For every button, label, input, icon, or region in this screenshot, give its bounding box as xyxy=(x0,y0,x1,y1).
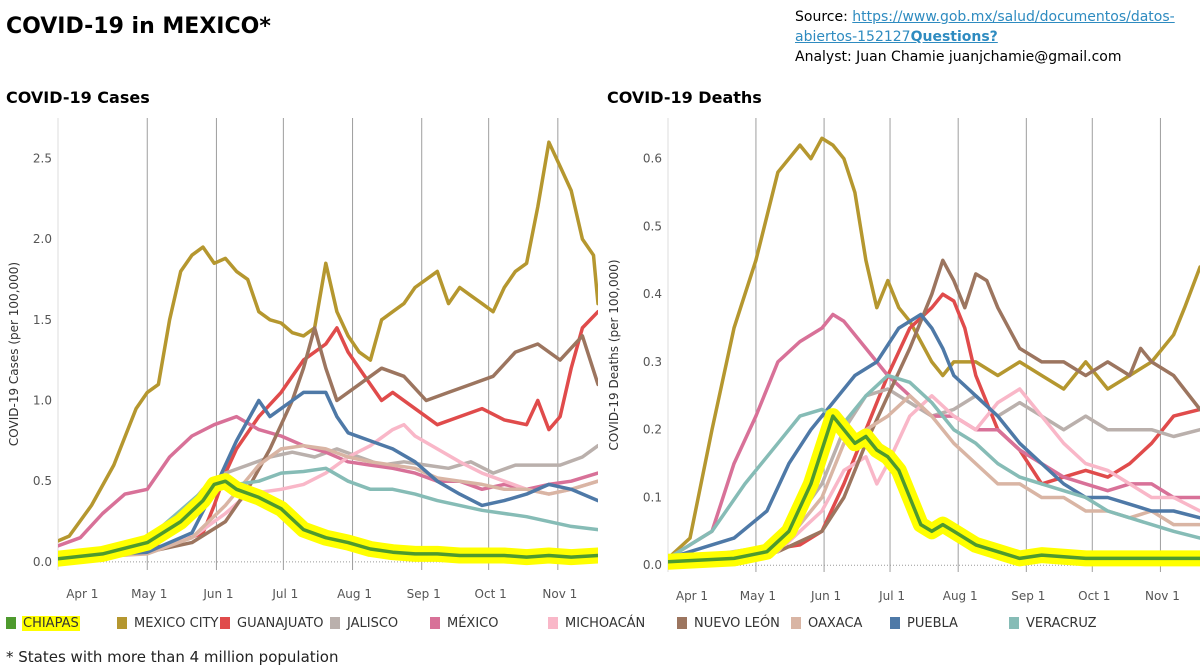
deaths-line-puebla xyxy=(668,312,1200,561)
cases-line-guanajuato xyxy=(58,309,598,556)
deaths-ytick-label: 0.1 xyxy=(643,490,662,504)
cases-line-chiapas xyxy=(58,479,598,561)
legend-swatch-guanajuato xyxy=(220,617,230,629)
cases-chart-title: COVID-19 Cases xyxy=(6,88,150,107)
legend-item-mexico[interactable]: MÉXICO xyxy=(430,612,499,634)
legend-label-jalisco: JALISCO xyxy=(347,615,399,631)
legend-label-mexico-city: MEXICO CITY xyxy=(134,615,219,631)
deaths-ytick-label: 0.2 xyxy=(643,423,662,437)
legend-item-chiapas[interactable]: CHIAPAS xyxy=(6,612,80,634)
deaths-xtick-nov-1: Nov 1 xyxy=(1145,589,1180,603)
cases-xtick-may-1: May 1 xyxy=(131,587,167,601)
legend-swatch-chiapas xyxy=(6,617,16,629)
legend-swatch-veracruz xyxy=(1009,617,1019,629)
legend-item-nuevo-leon[interactable]: NUEVO LEÓN xyxy=(677,612,781,634)
deaths-line-veracruz xyxy=(668,373,1200,561)
cases-xtick-jul-1: Jul 1 xyxy=(271,587,298,601)
cases-xtick-apr-1: Apr 1 xyxy=(66,587,98,601)
cases-ytick-label: 0.0 xyxy=(33,555,52,569)
deaths-y-axis-label: COVID-19 Deaths (per 100,000) xyxy=(607,259,621,450)
legend-label-michoacan: MICHOACÁN xyxy=(565,615,646,631)
deaths-xtick-apr-1: Apr 1 xyxy=(676,589,708,603)
cases-line-puebla xyxy=(58,390,598,559)
cases-x-ticks: Apr 1 May 1 Jun 1 Jul 1 Aug 1 Sep 1 Oct 1 Nov 1 xyxy=(66,587,577,601)
page-title: COVID-19 in MEXICO* xyxy=(6,14,271,39)
legend-item-guanajuato[interactable]: GUANAJUATO xyxy=(220,612,325,634)
deaths-y-ticks: 0.0 0.1 0.2 0.3 0.4 0.5 0.6 xyxy=(643,152,662,573)
cases-line-mexico-city xyxy=(58,140,598,543)
deaths-series-lines xyxy=(668,136,1200,570)
legend-label-guanajuato: GUANAJUATO xyxy=(237,615,324,631)
deaths-ytick-label: 0.3 xyxy=(643,355,662,369)
legend-item-oaxaca[interactable]: OAXACA xyxy=(791,612,863,634)
cases-ytick-label: 1.0 xyxy=(33,394,52,408)
deaths-line-guanajuato xyxy=(668,292,1200,561)
footnote: * States with more than 4 million popula… xyxy=(6,648,339,666)
cases-ytick-label: 1.5 xyxy=(33,313,52,327)
legend-swatch-mexico xyxy=(430,617,440,629)
cases-chart: 0.0 0.5 1.0 1.5 2.0 2.5 Apr 1 May 1 Jun 1 Jul 1 Au… xyxy=(7,118,598,601)
legend-label-chiapas: CHIAPAS xyxy=(22,615,80,631)
source-prefix: Source: xyxy=(795,9,853,25)
deaths-line-mexico-city xyxy=(668,136,1200,561)
legend-item-mexico-city[interactable]: MEXICO CITY xyxy=(117,612,219,634)
cases-line-mexico xyxy=(58,414,598,548)
deaths-chart: 0.0 0.1 0.2 0.3 0.4 0.5 0.6 Apr 1 May 1 Jun 1 Jul … xyxy=(607,118,1200,603)
legend-swatch-puebla xyxy=(890,617,900,629)
cases-ytick-label: 0.5 xyxy=(33,474,52,488)
deaths-xtick-sep-1: Sep 1 xyxy=(1011,589,1045,603)
deaths-gridlines xyxy=(667,118,1200,572)
deaths-xtick-may-1: May 1 xyxy=(740,589,776,603)
legend: CHIAPAS MEXICO CITY GUANAJUATO JALISCO MÉXIC… xyxy=(0,612,1200,634)
deaths-ytick-label: 0.6 xyxy=(643,152,662,166)
legend-swatch-jalisco xyxy=(330,617,340,629)
questions-link[interactable]: Questions? xyxy=(910,29,998,45)
legend-item-veracruz[interactable]: VERACRUZ xyxy=(1009,612,1098,634)
legend-swatch-oaxaca xyxy=(791,617,801,629)
deaths-ytick-label: 0.0 xyxy=(643,558,662,572)
legend-item-jalisco[interactable]: JALISCO xyxy=(330,612,399,634)
deaths-xtick-jun-1: Jun 1 xyxy=(810,589,841,603)
cases-ytick-label: 2.0 xyxy=(33,232,52,246)
deaths-ytick-label: 0.4 xyxy=(643,287,662,301)
cases-line-oaxaca xyxy=(58,443,598,561)
legend-swatch-mexico-city xyxy=(117,617,127,629)
deaths-line-chiapas xyxy=(668,414,1200,564)
cases-xtick-sep-1: Sep 1 xyxy=(407,587,441,601)
cases-series-lines xyxy=(58,140,598,567)
legend-label-mexico: MÉXICO xyxy=(447,615,499,631)
legend-label-oaxaca: OAXACA xyxy=(808,615,863,631)
cases-ytick-label: 2.5 xyxy=(33,151,52,165)
cases-y-axis-label: COVID-19 Cases (per 100,000) xyxy=(7,262,21,446)
cases-xtick-oct-1: Oct 1 xyxy=(475,587,507,601)
legend-swatch-nuevo-leon xyxy=(677,617,687,629)
cases-xtick-aug-1: Aug 1 xyxy=(337,587,372,601)
deaths-x-ticks: Apr 1 May 1 Jun 1 Jul 1 Aug 1 Sep 1 Oct 1 Nov 1 xyxy=(676,589,1180,603)
deaths-highlight-chiapas xyxy=(668,408,1200,570)
cases-xtick-jun-1: Jun 1 xyxy=(202,587,233,601)
deaths-ytick-label: 0.5 xyxy=(643,219,662,233)
deaths-xtick-jul-1: Jul 1 xyxy=(878,589,905,603)
cases-y-ticks: 0.0 0.5 1.0 1.5 2.0 2.5 xyxy=(33,151,52,569)
deaths-chart-title: COVID-19 Deaths xyxy=(607,88,762,107)
legend-item-michoacan[interactable]: MICHOACÁN xyxy=(548,612,646,634)
analyst-credit: Analyst: Juan Chamie juanjchamie@gmail.c… xyxy=(795,49,1122,65)
source-info: Source: https://www.gob.mx/salud/documen… xyxy=(795,7,1195,67)
source-link[interactable]: https://www.gob.mx/salud/documentos/dato… xyxy=(795,9,1175,45)
cases-line-nuevo-leon xyxy=(58,326,598,559)
cases-line-michoacan xyxy=(58,422,598,559)
cases-xtick-nov-1: Nov 1 xyxy=(542,587,577,601)
deaths-line-michoacan xyxy=(668,387,1200,564)
deaths-xtick-oct-1: Oct 1 xyxy=(1078,589,1110,603)
deaths-xtick-aug-1: Aug 1 xyxy=(943,589,978,603)
legend-label-puebla: PUEBLA xyxy=(907,615,958,631)
legend-item-puebla[interactable]: PUEBLA xyxy=(890,612,959,634)
deaths-line-nuevo-leon xyxy=(668,258,1200,564)
legend-label-nuevo-leon: NUEVO LEÓN xyxy=(694,615,780,631)
cases-gridlines xyxy=(57,118,598,570)
legend-swatch-michoacan xyxy=(548,617,558,629)
legend-label-veracruz: VERACRUZ xyxy=(1026,615,1097,631)
